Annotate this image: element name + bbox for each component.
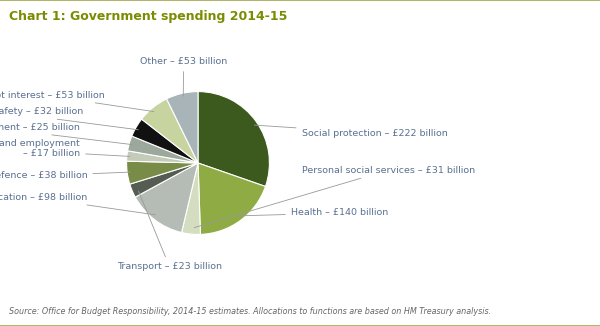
Text: Industry, agriculture and employment
– £17 billion: Industry, agriculture and employment – £… [0, 139, 130, 158]
Wedge shape [128, 136, 198, 163]
Wedge shape [142, 99, 198, 163]
Text: Defence – £38 billion: Defence – £38 billion [0, 171, 130, 180]
Text: Other – £53 billion: Other – £53 billion [140, 57, 227, 96]
Text: Public order and safety – £32 billion: Public order and safety – £32 billion [0, 107, 139, 130]
Wedge shape [198, 163, 265, 234]
Wedge shape [198, 92, 269, 186]
Text: Health – £140 billion: Health – £140 billion [240, 209, 388, 217]
Wedge shape [127, 161, 198, 184]
Text: Transport – £23 billion: Transport – £23 billion [117, 191, 222, 271]
Wedge shape [127, 151, 198, 163]
Text: Personal social services – £31 billion: Personal social services – £31 billion [194, 166, 475, 228]
Wedge shape [132, 119, 198, 163]
Wedge shape [167, 92, 198, 163]
Text: Debt interest – £53 billion: Debt interest – £53 billion [0, 91, 154, 111]
Wedge shape [135, 163, 198, 232]
Wedge shape [182, 163, 200, 234]
Text: Social protection – £222 billion: Social protection – £222 billion [254, 125, 448, 138]
Text: Source: Office for Budget Responsibility, 2014-15 estimates. Allocations to func: Source: Office for Budget Responsibility… [9, 307, 491, 316]
Text: Education – £98 billion: Education – £98 billion [0, 193, 155, 215]
Wedge shape [130, 163, 198, 197]
Text: Chart 1: Government spending 2014-15: Chart 1: Government spending 2014-15 [9, 10, 287, 23]
Text: Housing and environment – £25 billion: Housing and environment – £25 billion [0, 123, 132, 144]
